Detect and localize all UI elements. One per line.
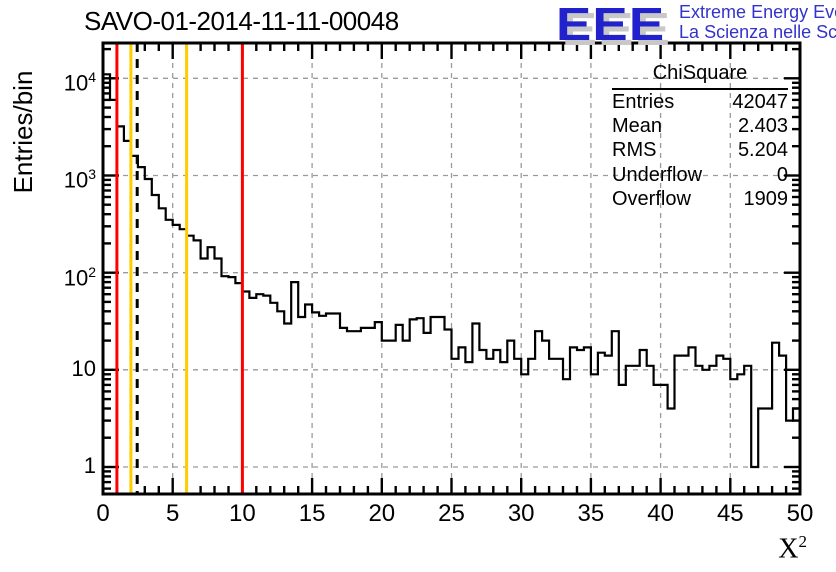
stats-box-rows: Entries 42047 Mean 2.403 RMS 5.204 Underflow 0 O… xyxy=(612,90,788,211)
stats-row-value: 1909 xyxy=(743,187,789,210)
stats-box: ChiSquare Entries 42047 Mean 2.403 RMS 5.204 U… xyxy=(612,62,788,211)
stats-row: Entries 42047 xyxy=(612,90,788,114)
stats-row: Mean 2.403 xyxy=(612,114,788,138)
stats-row-label: Underflow xyxy=(612,163,703,186)
stats-row-label: RMS xyxy=(612,139,657,162)
histogram-line xyxy=(101,73,802,494)
eee-logo-text: Extreme Energy Events La Scienza nelle S… xyxy=(679,2,836,42)
eee-logo-line1: Extreme Energy Events xyxy=(679,2,836,22)
y-tick-label: 103 xyxy=(63,166,96,193)
x-axis-title-exponent: 2 xyxy=(798,532,808,551)
stats-row-label: Overflow xyxy=(612,187,691,210)
stats-row: RMS 5.204 xyxy=(612,139,788,163)
eee-logo-letters: EEE xyxy=(556,0,666,50)
x-tick-label: 45 xyxy=(716,500,744,527)
x-tick-label: 35 xyxy=(577,500,605,527)
eee-logo-line2: La Scienza nelle Scuole xyxy=(679,22,836,42)
x-tick-label: 40 xyxy=(647,500,674,527)
stats-row-value: 2.403 xyxy=(737,114,788,137)
y-tick-label: 10 xyxy=(71,355,96,381)
stats-row-value: 5.204 xyxy=(737,139,788,162)
x-tick-label: 0 xyxy=(96,500,110,527)
x-axis-title-base: X xyxy=(778,533,799,565)
stats-box-rule xyxy=(612,88,788,90)
stats-row-label: Mean xyxy=(612,114,663,137)
y-tick-label: 1 xyxy=(83,453,96,478)
stats-box-title: ChiSquare xyxy=(652,62,748,84)
x-tick-label: 30 xyxy=(507,500,535,527)
x-tick-label: 25 xyxy=(438,500,465,527)
y-tick-label: 104 xyxy=(63,69,96,96)
x-tick-label: 15 xyxy=(298,500,326,527)
stats-row-value: 0 xyxy=(776,163,788,186)
y-tick-label: 102 xyxy=(63,263,96,290)
x-tick-label: 10 xyxy=(229,500,256,527)
plot-frame xyxy=(101,41,802,496)
x-tick-label: 50 xyxy=(786,500,814,527)
x-tick-label: 5 xyxy=(166,500,180,527)
plot-title: SAVO-01-2014-11-11-00048 xyxy=(84,6,399,36)
x-axis-title: X2 xyxy=(735,532,807,565)
stats-row: Underflow 0 xyxy=(612,163,788,187)
stats-row-value: 42047 xyxy=(732,90,788,113)
stats-row-label: Entries xyxy=(612,90,675,113)
x-tick-label: 20 xyxy=(368,500,396,527)
eee-logo: EEE Extreme Energy Events La Scienza nel… xyxy=(556,0,836,50)
stats-row: Overflow 1909 xyxy=(612,187,788,211)
